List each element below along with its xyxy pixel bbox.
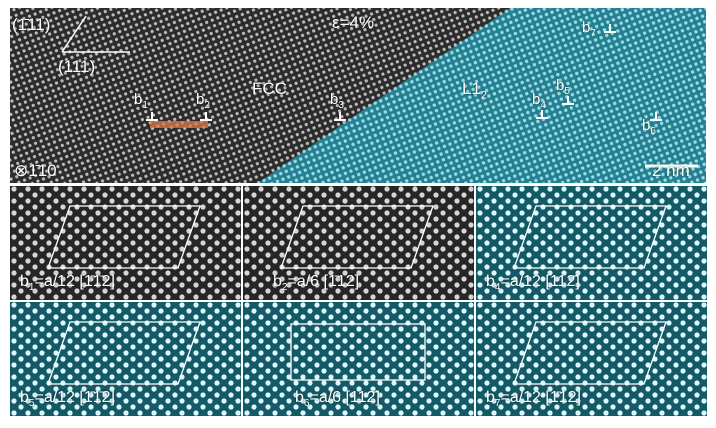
scale-bar-label: 2 nm [652, 161, 690, 180]
inset-lattice [10, 186, 241, 300]
plane-trace-a [61, 15, 87, 53]
burgers-vector-caption: b7=a/12 [1̄12] [486, 389, 581, 410]
dislocation-label-b6: b6 [642, 117, 656, 137]
stacking-fault-band [150, 121, 208, 128]
burgers-vector-caption: b5=a/12 [1̄1̄2] [20, 389, 115, 410]
burgers-vector-caption: b2=a/6 [1̄12] [273, 273, 360, 294]
inset-panel: b6=a/6 [112̄] [243, 302, 474, 416]
inset-lattice [243, 186, 474, 300]
burgers-vector-caption: b6=a/6 [112̄] [295, 389, 380, 410]
dislocation-label-b7: b7 [582, 19, 596, 39]
inset-panel: b2=a/6 [1̄12] [243, 186, 474, 300]
lattice-image [10, 8, 706, 183]
inset-lattice [10, 302, 241, 416]
dislocation-label-b2: b2 [196, 91, 210, 111]
dislocation-symbol-b6 [650, 112, 662, 121]
inset-panel: b5=a/12 [1̄1̄2] [10, 302, 241, 416]
dislocation-symbol-b2 [200, 112, 212, 121]
burgers-circuit [47, 205, 201, 269]
burgers-circuit [280, 205, 434, 269]
burgers-circuit [290, 323, 426, 381]
dislocation-symbol-b3 [334, 112, 346, 121]
burgers-vector-caption: b4=a/12 [112̄] [486, 273, 580, 294]
plane-label-b: (111) [58, 57, 96, 76]
burgers-circuit [47, 321, 201, 385]
strain-label: ε=4% [332, 13, 375, 32]
inset-lattice [476, 302, 707, 416]
burgers-circuit [513, 205, 667, 269]
dislocation-symbol-b5 [562, 96, 574, 105]
l12-region [258, 8, 706, 183]
inset-panel: b7=a/12 [1̄12] [476, 302, 707, 416]
inset-panel: b4=a/12 [112̄] [476, 186, 707, 300]
dislocation-label-b3: b3 [330, 91, 344, 111]
dislocation-symbol-b1 [146, 112, 158, 121]
plane-label-a: (1̄11) [12, 15, 51, 34]
dislocation-symbol-b7 [604, 24, 616, 33]
dislocation-label-b5: b5 [556, 77, 570, 97]
hrtem-overview-image: (1̄11) (111) ε=4% FCC L12 b1 b2 b3 b4 b5… [10, 8, 706, 183]
inset-lattice [243, 302, 474, 416]
l12-label: L12 [462, 79, 488, 102]
inset-panel: b1=a/12 [1̄1̄2] [10, 186, 241, 300]
dislocation-symbol-b4 [536, 110, 548, 119]
zone-axis-label: ⊗1̄10 [14, 161, 57, 180]
fcc-label: FCC [252, 79, 287, 98]
inset-lattice [476, 186, 707, 300]
dislocation-label-b4: b4 [532, 91, 546, 111]
burgers-circuit [513, 321, 667, 385]
burgers-vector-caption: b1=a/12 [1̄1̄2] [20, 273, 115, 294]
dislocation-label-b1: b1 [134, 91, 148, 111]
